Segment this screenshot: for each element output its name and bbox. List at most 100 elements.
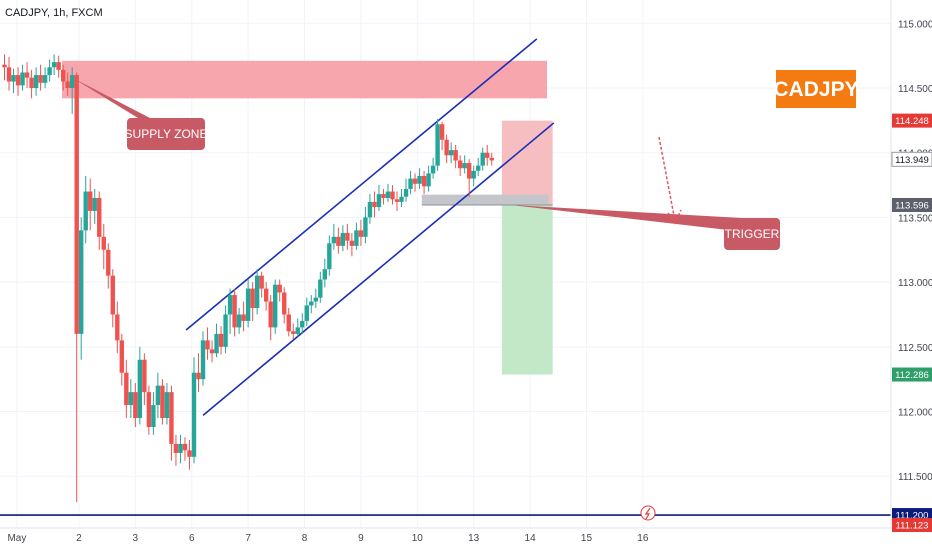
candle-body[interactable]	[173, 443, 179, 453]
candle-body[interactable]	[236, 314, 242, 328]
trigger-callout[interactable]	[724, 218, 780, 250]
candle-body[interactable]	[60, 69, 66, 82]
candle-body[interactable]	[15, 75, 21, 86]
candle-body[interactable]	[354, 230, 359, 246]
candle-body[interactable]	[466, 163, 472, 179]
candle-body[interactable]	[241, 314, 246, 321]
candle-body[interactable]	[142, 359, 147, 393]
candle-body[interactable]	[97, 198, 102, 237]
candle-body[interactable]	[200, 340, 206, 380]
candle-body[interactable]	[476, 165, 481, 171]
candle-body[interactable]	[209, 349, 215, 354]
candle-body[interactable]	[182, 443, 188, 451]
candle-body[interactable]	[254, 275, 260, 308]
candle-body[interactable]	[295, 327, 300, 334]
candle-body[interactable]	[110, 275, 115, 315]
candle-body[interactable]	[29, 77, 34, 88]
candle-body[interactable]	[137, 359, 143, 418]
candle-body[interactable]	[430, 165, 436, 174]
candle-body[interactable]	[69, 75, 75, 88]
candle-body[interactable]	[291, 331, 296, 334]
candle-body[interactable]	[282, 292, 287, 315]
candle-body[interactable]	[367, 201, 373, 218]
candle-body[interactable]	[403, 188, 409, 197]
candle-body[interactable]	[480, 152, 485, 166]
candle-body[interactable]	[101, 236, 106, 250]
candle-body[interactable]	[151, 405, 156, 428]
candle-body[interactable]	[245, 288, 251, 321]
candle-body[interactable]	[74, 75, 79, 334]
candle-body[interactable]	[322, 269, 328, 280]
candle-body[interactable]	[263, 288, 269, 302]
candle-body[interactable]	[394, 199, 400, 202]
candle-body[interactable]	[417, 176, 422, 184]
candle-body[interactable]	[331, 236, 337, 244]
candle-body[interactable]	[38, 75, 43, 83]
candle-body[interactable]	[453, 150, 458, 161]
candle-body[interactable]	[196, 372, 201, 380]
candle-body[interactable]	[399, 196, 404, 202]
candle-body[interactable]	[20, 72, 25, 86]
candle-body[interactable]	[79, 230, 84, 334]
candle-body[interactable]	[448, 150, 454, 156]
candle-body[interactable]	[88, 191, 93, 211]
candle-body[interactable]	[6, 67, 12, 82]
candle-body[interactable]	[51, 62, 57, 68]
candle-body[interactable]	[435, 124, 440, 166]
candle-body[interactable]	[83, 191, 88, 231]
candle-body[interactable]	[372, 201, 377, 208]
candle-body[interactable]	[318, 279, 323, 298]
candle-body[interactable]	[277, 284, 282, 293]
candle-body[interactable]	[462, 163, 467, 169]
candle-body[interactable]	[272, 284, 278, 328]
candle-body[interactable]	[471, 170, 476, 179]
candle-body[interactable]	[169, 392, 174, 444]
candle-body[interactable]	[11, 75, 16, 82]
candle-body[interactable]	[128, 392, 134, 406]
candle-body[interactable]	[309, 301, 314, 306]
candle-body[interactable]	[385, 191, 391, 198]
candle-body[interactable]	[412, 178, 418, 184]
candle-body[interactable]	[304, 305, 309, 321]
candle-body[interactable]	[65, 81, 70, 88]
candle-body[interactable]	[408, 178, 413, 189]
candle-body[interactable]	[42, 75, 48, 83]
candle-body[interactable]	[191, 372, 197, 457]
candle-body[interactable]	[363, 217, 368, 237]
candle-body[interactable]	[223, 314, 228, 347]
candle-body[interactable]	[92, 198, 97, 211]
candle-body[interactable]	[33, 75, 39, 88]
candle-body[interactable]	[119, 340, 125, 373]
candle-body[interactable]	[300, 320, 305, 328]
candle-body[interactable]	[376, 194, 382, 208]
time-axis[interactable]: May 2 3 6 7 8 9 10 13 14 15 16	[7, 533, 648, 544]
event-marker-icon[interactable]	[640, 505, 656, 521]
candle-body[interactable]	[313, 297, 318, 302]
candle-body[interactable]	[205, 340, 210, 350]
stop-loss-zone[interactable]	[501, 120, 553, 205]
supply-zone-box[interactable]	[62, 60, 548, 99]
candle-body[interactable]	[2, 64, 7, 68]
candle-body[interactable]	[214, 333, 219, 354]
candle-body[interactable]	[439, 124, 445, 140]
candle-body[interactable]	[327, 243, 332, 270]
candle-body[interactable]	[345, 232, 350, 241]
entry-band[interactable]	[421, 194, 549, 205]
candle-body[interactable]	[56, 62, 61, 70]
candle-body[interactable]	[115, 314, 120, 341]
candle-body[interactable]	[232, 295, 237, 328]
candle-body[interactable]	[160, 385, 165, 418]
candle-body[interactable]	[381, 194, 386, 198]
candle-body[interactable]	[421, 176, 427, 187]
candle-body[interactable]	[47, 67, 52, 76]
candle-body[interactable]	[259, 275, 264, 289]
candle-body[interactable]	[133, 392, 138, 418]
channel-upper-line[interactable]	[185, 38, 538, 331]
candle-body[interactable]	[146, 392, 152, 428]
candle-body[interactable]	[187, 450, 192, 457]
candle-body[interactable]	[250, 288, 255, 308]
candle-body[interactable]	[485, 152, 490, 158]
candle-body[interactable]	[390, 191, 395, 200]
candle-body[interactable]	[286, 314, 291, 332]
candle-body[interactable]	[24, 72, 30, 78]
